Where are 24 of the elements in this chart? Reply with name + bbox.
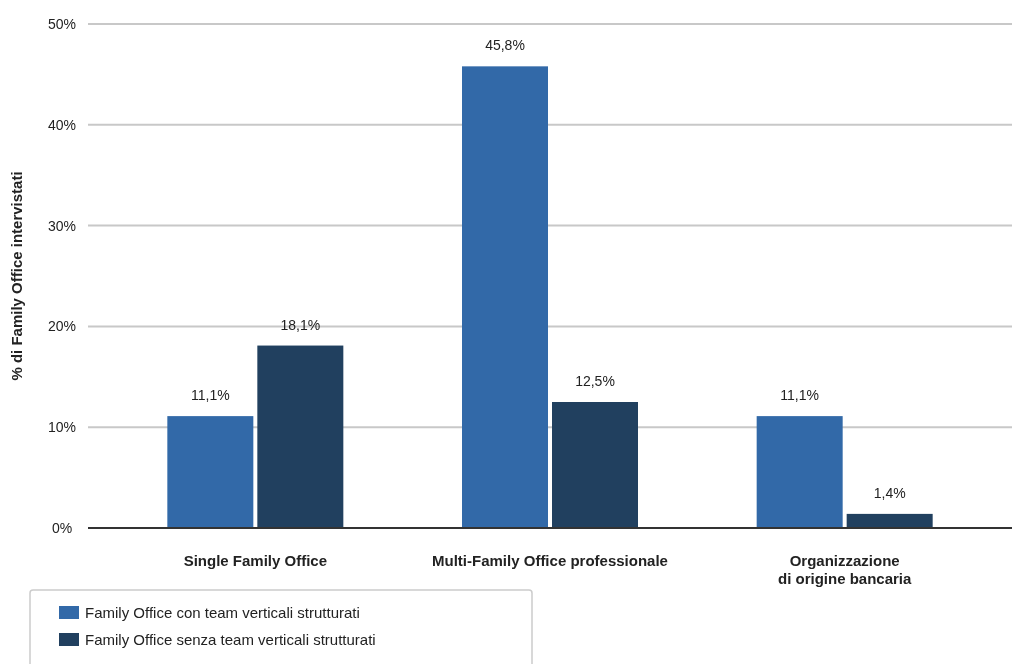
y-axis-title: % di Family Office intervistati (8, 171, 25, 381)
bar (846, 513, 933, 528)
data-label: 11,1% (780, 387, 819, 404)
y-tick-label: 10% (47, 419, 77, 436)
y-tick-label: 40% (47, 116, 77, 133)
bar (756, 416, 843, 528)
x-tick-label: Organizzazione di origine bancaria (777, 552, 912, 587)
y-tick-label: 0% (51, 520, 73, 536)
bar (462, 66, 548, 528)
bar (257, 345, 344, 528)
legend-label: Family Office con team verticali strutturati (85, 604, 360, 621)
y-tick-label: 20% (47, 318, 77, 335)
legend-label: Family Office senza team verticali strutturati (85, 631, 376, 648)
x-tick-label: Single Family Office (183, 552, 328, 569)
data-label: 12,5% (575, 373, 615, 389)
data-label: 45,8% (485, 37, 525, 54)
data-label: 18,1% (280, 316, 321, 333)
bar (552, 402, 638, 528)
data-label: 11,1% (191, 387, 230, 404)
y-tick-label: 30% (47, 217, 77, 234)
x-tick-label: Multi-Family Office professionale (432, 552, 668, 569)
bar (167, 416, 254, 528)
y-tick-label: 50% (47, 16, 77, 32)
data-label: 1,4% (873, 484, 906, 501)
